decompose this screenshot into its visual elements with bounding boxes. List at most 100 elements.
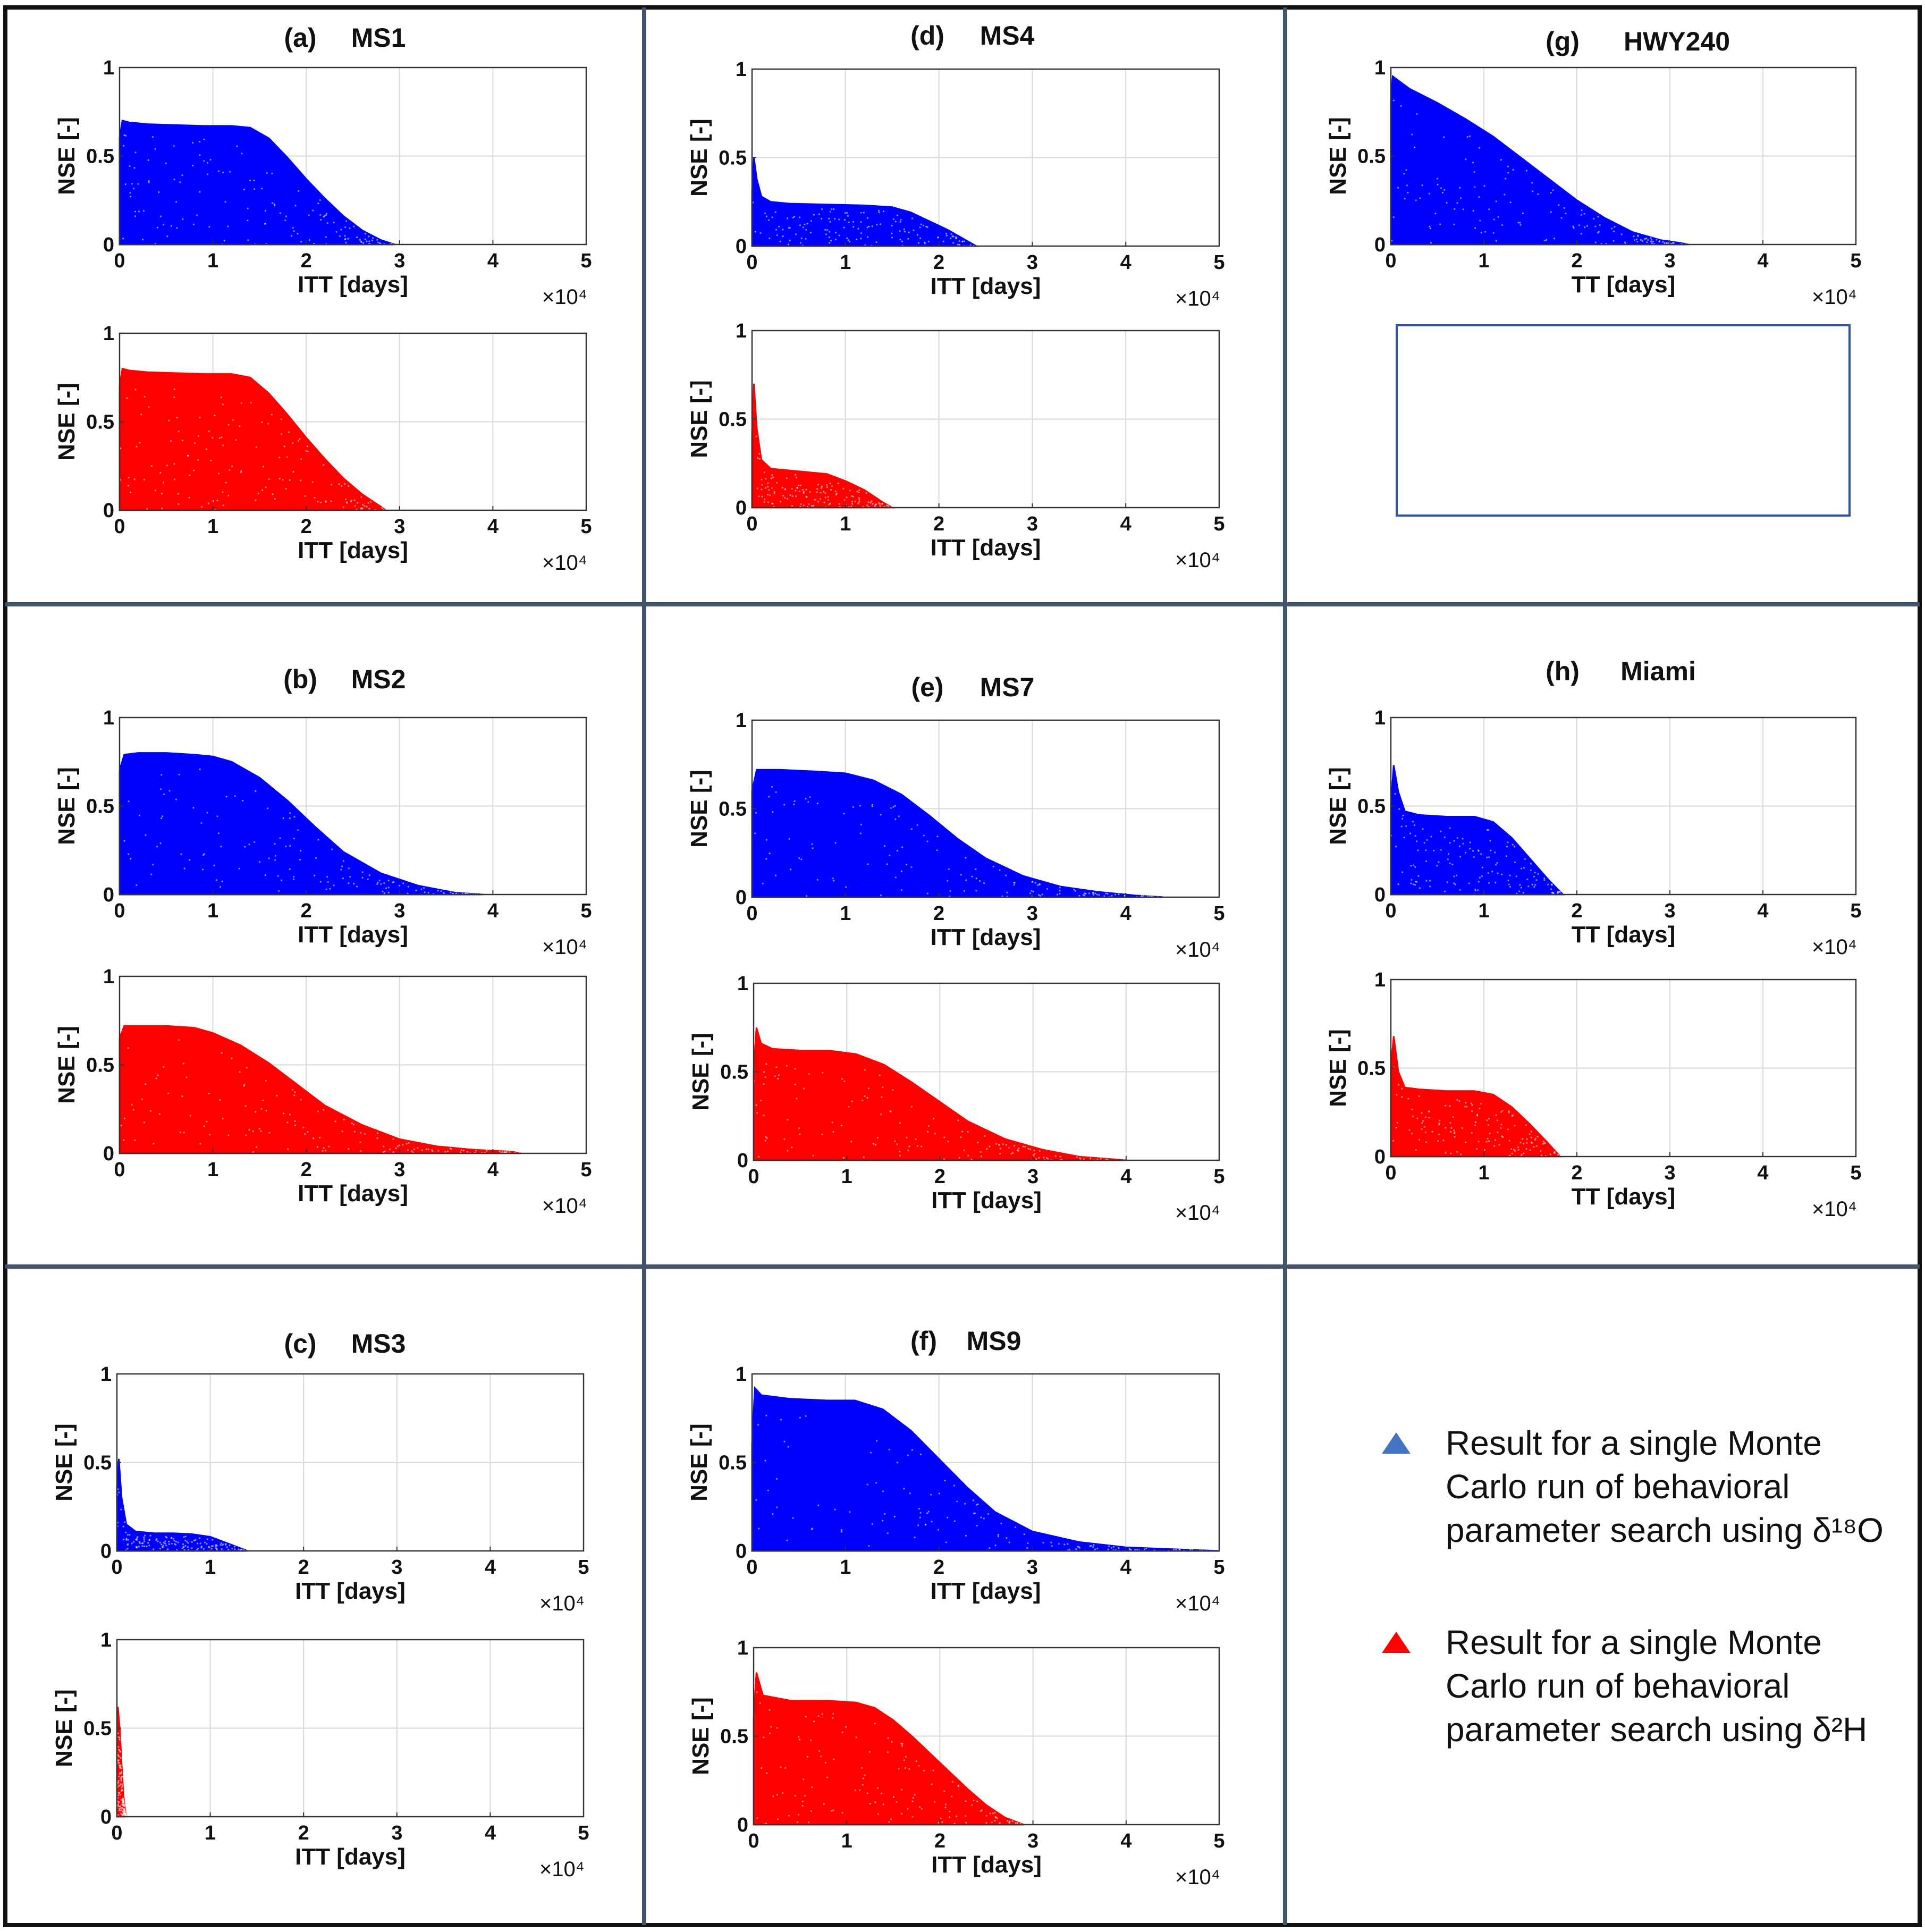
speckle-dot (938, 1492, 940, 1495)
speckle-dot (881, 503, 884, 505)
speckle-dot (795, 490, 797, 492)
speckle-dot (268, 1132, 271, 1134)
speckle-dot (829, 482, 831, 485)
speckle-dot (890, 807, 892, 809)
speckle-dot (786, 1065, 788, 1067)
speckle-dot (297, 829, 299, 831)
speckle-dot (279, 212, 281, 214)
speckle-dot (431, 1149, 433, 1151)
speckle-dot (161, 493, 163, 495)
speckle-dot (1529, 1149, 1531, 1151)
speckle-dot (926, 1512, 928, 1514)
speckle-dot (886, 504, 888, 507)
speckle-dot (903, 1488, 905, 1490)
speckle-dot (813, 214, 815, 216)
speckle-dot (1542, 1141, 1544, 1143)
speckle-dot (899, 221, 901, 223)
speckle-dot (353, 1130, 356, 1133)
x-tick-label: 5 (580, 1159, 592, 1181)
speckle-dot (1594, 225, 1597, 227)
speckle-dot (1006, 891, 1008, 893)
speckle-dot (350, 500, 352, 502)
speckle-dot (1489, 840, 1491, 842)
speckle-dot (1472, 162, 1474, 164)
x-tick-label: 4 (487, 516, 499, 538)
y-tick-label: 0 (100, 1540, 112, 1563)
speckle-dot (1470, 1102, 1472, 1104)
speckle-dot (763, 501, 765, 503)
speckle-dot (782, 235, 784, 238)
speckle-dot (925, 225, 927, 227)
speckle-dot (279, 837, 281, 839)
speckle-dot (841, 1078, 843, 1080)
speckle-dot (123, 840, 125, 842)
speckle-dot (267, 423, 269, 425)
x-tick-label: 1 (207, 250, 218, 272)
speckle-dot (1481, 875, 1483, 877)
speckle-dot (366, 505, 368, 508)
speckle-dot (265, 486, 267, 488)
x-tick-label: 3 (1027, 1830, 1039, 1852)
speckle-dot (821, 208, 823, 210)
speckle-dot (289, 812, 291, 814)
speckle-dot (1507, 172, 1509, 174)
speckle-dot (267, 807, 269, 809)
speckle-dot (427, 892, 429, 894)
speckle-dot (905, 1756, 907, 1758)
speckle-dot (271, 414, 273, 416)
speckle-dot (765, 858, 767, 860)
x-tick-label: 2 (301, 516, 312, 538)
y-tick-label: 0.5 (83, 1452, 112, 1474)
speckle-dot (1544, 240, 1546, 242)
speckle-dot (1453, 882, 1455, 884)
speckle-dot (1446, 201, 1448, 204)
speckle-dot (824, 229, 826, 231)
speckle-dot (824, 1761, 826, 1764)
speckle-dot (1092, 894, 1094, 896)
speckle-dot (1079, 1158, 1082, 1160)
speckle-dot (1614, 226, 1616, 228)
y-tick-label: 1 (1374, 57, 1386, 79)
speckle-dot (766, 1137, 768, 1139)
speckle-dot (1527, 885, 1530, 888)
speckle-dot (921, 1808, 923, 1810)
speckle-dot (1409, 832, 1411, 834)
speckle-dot (252, 1151, 254, 1153)
speckle-dot (880, 894, 882, 897)
speckle-dot (1075, 890, 1077, 892)
x-tick-label: 4 (485, 1556, 496, 1579)
speckle-dot (240, 471, 242, 474)
speckle-dot (202, 1548, 205, 1550)
speckle-dot (1531, 883, 1533, 886)
speckle-dot (772, 503, 774, 505)
y-tick-label: 0.5 (1357, 146, 1386, 168)
speckle-dot (1495, 240, 1497, 242)
speckle-dot (934, 1133, 936, 1135)
speckle-dot (1437, 183, 1439, 185)
speckle-dot (161, 815, 164, 817)
speckle-dot (1092, 1546, 1094, 1548)
speckle-dot (905, 864, 908, 866)
speckle-dot (1488, 1118, 1490, 1120)
x-axis-label: ITT [days] (298, 922, 408, 948)
speckle-dot (354, 505, 356, 507)
speckle-dot (1005, 874, 1007, 876)
speckle-dot (300, 479, 302, 482)
speckle-dot (994, 1811, 996, 1813)
speckle-dot (957, 1784, 959, 1786)
speckle-dot (941, 1821, 943, 1823)
speckle-dot (983, 882, 985, 884)
speckle-dot (924, 242, 926, 244)
speckle-dot (220, 396, 222, 399)
speckle-dot (167, 1092, 170, 1094)
x-axis-label: ITT [days] (931, 1852, 1042, 1878)
speckle-dot (1505, 855, 1507, 857)
speckle-dot (1645, 237, 1648, 240)
y-tick-label: 0.5 (1357, 796, 1386, 818)
x-tick-label: 1 (840, 513, 851, 535)
x-tick-label: 4 (1757, 900, 1768, 922)
speckle-dot (1105, 892, 1107, 895)
speckle-dot (212, 437, 214, 439)
speckle-dot (218, 437, 221, 439)
